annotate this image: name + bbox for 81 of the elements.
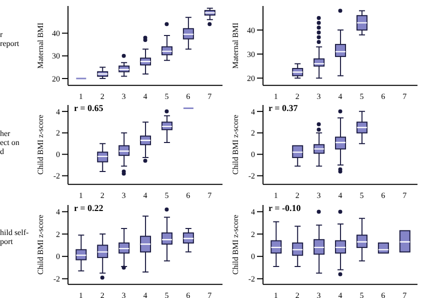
x-tick-label: 5 xyxy=(359,290,364,298)
x-tick-label: 3 xyxy=(122,191,126,200)
x-tick-label: 5 xyxy=(164,290,169,298)
x-tick-label: 2 xyxy=(100,290,104,298)
y-tick-label: 4 xyxy=(56,108,60,117)
y-tick-label: 30 xyxy=(246,50,255,59)
y-tick-label: 20 xyxy=(246,74,255,83)
y-tick-label: 2 xyxy=(250,129,255,138)
x-tick-label: 4 xyxy=(338,191,342,200)
text: hild self- xyxy=(0,228,30,238)
x-tick-label: 7 xyxy=(208,92,212,102)
x-tick-label: 2 xyxy=(294,92,299,102)
text: report xyxy=(0,38,20,48)
y-tick-label: -2 xyxy=(248,172,255,181)
x-tick-label: 1 xyxy=(78,290,83,298)
y-axis-title: Maternal BMI xyxy=(230,22,240,69)
y-tick-label: 20 xyxy=(52,74,60,84)
x-tick-label: 3 xyxy=(316,191,320,200)
y-tick-label: -2 xyxy=(248,274,255,284)
x-tick-label: 1 xyxy=(273,191,278,200)
chart-title: r = 0.65 xyxy=(74,103,104,114)
chart-title: r = 0.37 xyxy=(268,103,298,114)
x-tick-label: 1 xyxy=(273,92,278,102)
text: d xyxy=(0,147,5,156)
x-tick-label: 5 xyxy=(359,92,364,102)
y-axis-title: Maternal BMI xyxy=(36,22,45,69)
x-tick-label: 2 xyxy=(100,92,104,102)
y-tick-label: 4 xyxy=(56,207,60,216)
x-tick-label: 4 xyxy=(143,92,148,102)
x-tick-label: 7 xyxy=(402,290,406,298)
x-tick-label: 6 xyxy=(186,191,190,200)
y-tick-label: 0 xyxy=(56,150,60,160)
chart-title: r = 0.22 xyxy=(74,202,104,213)
x-tick-label: 6 xyxy=(186,290,190,298)
y-tick-label: 40 xyxy=(52,29,60,38)
x-tick-label: 6 xyxy=(380,92,385,102)
x-tick-label: 2 xyxy=(294,191,299,200)
x-tick-label: 3 xyxy=(316,290,320,298)
x-tick-label: 2 xyxy=(294,290,299,298)
x-tick-label: 4 xyxy=(143,191,148,200)
y-axis-title: Child BMI z-score xyxy=(36,214,45,274)
chart-title: r = -0.10 xyxy=(268,202,301,213)
y-tick-label: 2 xyxy=(56,129,60,138)
x-tick-label: 7 xyxy=(208,290,212,298)
y-tick-label: 0 xyxy=(250,150,255,160)
x-tick-label: 4 xyxy=(338,290,342,298)
y-axis-title: Child BMI z-score xyxy=(36,114,45,175)
x-tick-label: 2 xyxy=(100,191,104,200)
x-tick-label: 7 xyxy=(402,191,406,200)
x-tick-label: 5 xyxy=(359,191,364,200)
y-tick-label: -2 xyxy=(53,274,60,284)
y-tick-label: 4 xyxy=(250,207,255,216)
y-tick-label: -2 xyxy=(53,172,60,181)
y-tick-label: 0 xyxy=(250,252,255,261)
y-tick-label: 2 xyxy=(250,230,255,239)
x-tick-label: 6 xyxy=(186,92,190,102)
y-tick-label: 40 xyxy=(246,26,255,35)
x-tick-label: 1 xyxy=(78,191,83,200)
x-tick-label: 7 xyxy=(402,92,406,102)
y-tick-label: 0 xyxy=(56,252,60,261)
x-tick-label: 3 xyxy=(316,92,320,102)
x-tick-label: 5 xyxy=(164,191,169,200)
x-tick-label: 4 xyxy=(338,92,342,102)
y-axis-title: Child BMI z-score xyxy=(230,114,240,175)
text: her xyxy=(0,129,12,138)
x-tick-label: 6 xyxy=(380,191,385,200)
text: r xyxy=(0,30,4,39)
text: port xyxy=(0,237,14,246)
x-tick-label: 3 xyxy=(122,92,126,102)
x-tick-label: 7 xyxy=(208,191,212,200)
x-tick-label: 4 xyxy=(143,290,148,298)
x-tick-label: 6 xyxy=(380,290,385,298)
x-tick-label: 3 xyxy=(122,290,126,298)
y-tick-label: 30 xyxy=(52,52,60,61)
y-tick-label: 2 xyxy=(56,230,60,239)
x-tick-label: 5 xyxy=(164,92,169,102)
y-tick-label: 4 xyxy=(250,108,255,117)
text: ect on xyxy=(0,138,20,148)
y-axis-title: Child BMI z-score xyxy=(230,214,240,274)
x-tick-label: 1 xyxy=(78,92,83,102)
x-tick-label: 1 xyxy=(273,290,278,298)
